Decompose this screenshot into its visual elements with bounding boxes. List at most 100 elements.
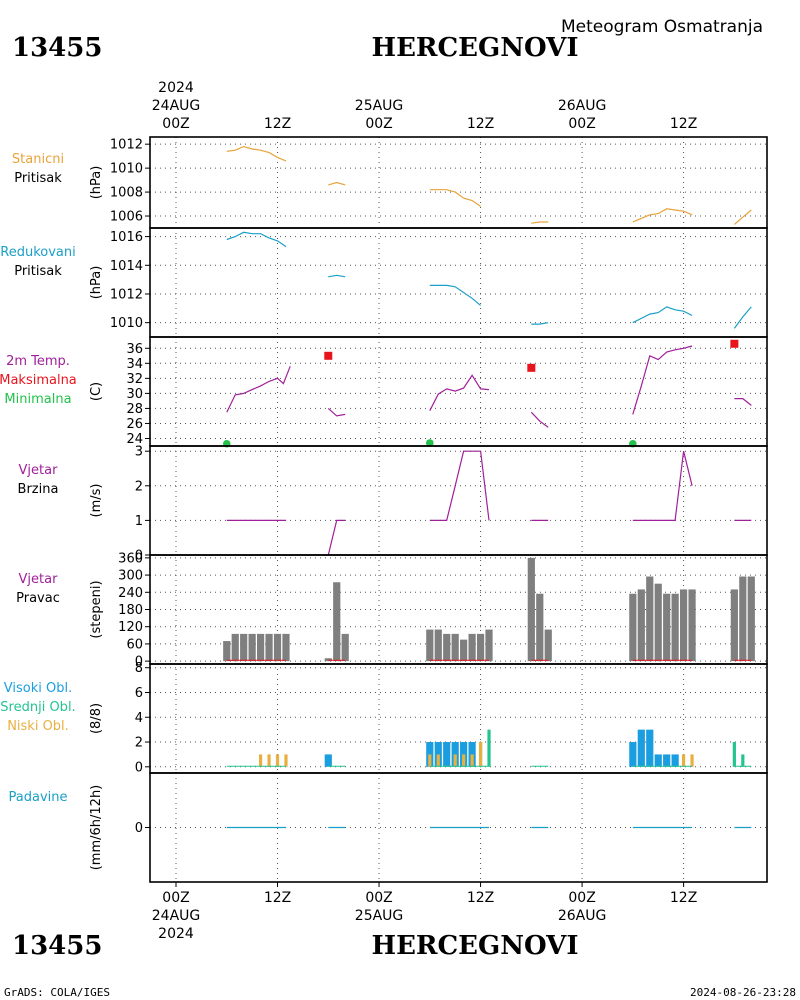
axis-time-top-4: 12Z (467, 116, 494, 132)
panel-oblaci-high-bar (646, 729, 654, 767)
panel-stanicni-series-segment (632, 208, 693, 223)
panel-vjetar_pravac-bar (434, 629, 442, 662)
station-id-top: 13455 (12, 33, 102, 63)
panel-vjetar_pravac-ytick-label: 240 (118, 586, 143, 601)
axis-year-bottom: 2024 (158, 926, 194, 942)
panel-vjetar_pravac-bar (273, 633, 282, 662)
panel-vjetar_pravac-bar (333, 582, 341, 662)
axis-time-top-1: 00Z (365, 116, 392, 132)
panel-temperatura-max-marker (527, 363, 536, 372)
panel-oblaci-ytick-label: 6 (135, 686, 143, 701)
panel-vjetar_brzina-ylabel: (m/s) (89, 484, 104, 518)
panel-vjetar_brzina-ytick-label: 2 (135, 479, 143, 494)
panel-redukovani-ytick-label: 1010 (110, 316, 143, 331)
panel-redukovani-series-segment (632, 306, 693, 324)
panel-redukovani-ytick-label: 1014 (110, 259, 143, 274)
panel-temperatura-frame (149, 336, 768, 447)
panel-temperatura-min-marker (426, 439, 434, 447)
panel-vjetar_pravac-bar (637, 589, 645, 662)
panel-oblaci-low-bar (259, 754, 263, 767)
credit-text: GrADS: COLA/IGES (4, 986, 110, 999)
panel-redukovani-series-segment (226, 231, 287, 248)
panel-vjetar_pravac-bar (426, 629, 434, 662)
panel-oblaci-label-0: Visoki Obl. (4, 681, 72, 696)
panel-temperatura-series-segment (327, 407, 346, 417)
panel-oblaci-low-bar (428, 754, 432, 767)
panel-temperatura-max-marker (324, 351, 333, 360)
panel-padavine-label-0: Padavine (9, 790, 68, 805)
panel-vjetar_pravac-bar (443, 633, 451, 662)
panel-vjetar_brzina-series-segment (632, 451, 693, 522)
panel-oblaci-ytick-label: 2 (135, 736, 143, 751)
axis-time-top-5: 12Z (670, 116, 697, 132)
panel-oblaci-low-bar (267, 754, 271, 767)
panel-vjetar_pravac-bar (223, 641, 231, 662)
panel-oblaci-high-bar (443, 742, 451, 767)
panel-vjetar_pravac-ytick-label: 300 (118, 569, 143, 584)
panel-temperatura-ylabel: (C) (89, 382, 104, 401)
panel-vjetar_brzina-ytick-label: 3 (135, 445, 143, 460)
panel-temperatura-label-1: Maksimalna (0, 373, 77, 388)
panel-oblaci-ytick-label: 4 (135, 711, 143, 726)
axis-date-top-0: 24AUG (152, 98, 201, 114)
panel-oblaci-ytick-label: 0 (135, 760, 143, 775)
panel-oblaci-low-bar (284, 754, 288, 767)
panel-redukovani-label-0: Redukovani (0, 245, 75, 260)
panel-vjetar_pravac-bar (468, 633, 476, 662)
panel-vjetar_brzina-label-0: Vjetar (19, 463, 59, 478)
panel-stanicni-series-segment (226, 145, 287, 162)
panel-oblaci-low-bar (470, 754, 474, 767)
panel-vjetar_pravac-bar (646, 576, 654, 662)
panel-vjetar_pravac-label-1: Pravac (16, 591, 60, 606)
panel-temperatura-label-2: Minimalna (4, 392, 71, 407)
panel-stanicni-series-segment (429, 189, 481, 207)
panel-oblaci-low-bar (690, 754, 694, 767)
panel-vjetar_pravac-ytick-label: 0 (135, 655, 143, 670)
panel-vjetar_pravac-bar (654, 583, 662, 662)
panel-redukovani-frame (149, 227, 768, 338)
panel-stanicni-label-1: Pritisak (14, 171, 62, 186)
axis-time-bottom-4: 12Z (467, 890, 494, 906)
panel-redukovani-series-segment (733, 306, 752, 329)
panel-temperatura-max-marker (730, 339, 739, 348)
panel-oblaci-low-bar (436, 754, 440, 767)
panel-vjetar_pravac-ytick-label: 60 (126, 637, 143, 652)
panel-oblaci-mid-bar (732, 742, 736, 767)
panel-redukovani-ytick-label: 1016 (110, 230, 143, 245)
panel-oblaci-low-bar (462, 754, 466, 767)
product-title: Meteogram Osmatranja (561, 17, 763, 37)
panel-temperatura-series-segment (226, 366, 291, 413)
panel-stanicni-ylabel: (hPa) (89, 166, 104, 200)
panel-redukovani-series-segment (429, 284, 481, 306)
panel-vjetar_pravac-bar (747, 576, 755, 662)
panel-redukovani-ytick-label: 1012 (110, 287, 143, 302)
axis-time-top-3: 12Z (264, 116, 291, 132)
panel-padavine-ylabel: (mm/6h/12h) (89, 785, 104, 871)
panel-vjetar_pravac-bar (671, 593, 679, 662)
panel-oblaci-ylabel: (8/8) (89, 703, 104, 734)
panel-temperatura-ytick-label: 26 (126, 417, 143, 432)
panel-oblaci-high-bar (654, 754, 662, 767)
panel-redukovani-label-1: Pritisak (14, 264, 62, 279)
panel-stanicni-ytick-label: 1012 (110, 138, 143, 153)
axis-time-bottom-2: 00Z (568, 890, 595, 906)
panel-vjetar_pravac-bar (688, 589, 696, 662)
timestamp-text: 2024-08-26-23:28 (690, 986, 796, 999)
panel-vjetar_pravac-bar (476, 633, 485, 662)
panel-vjetar_pravac-bar (663, 593, 671, 662)
axis-date-bottom-2: 26AUG (558, 908, 607, 924)
panel-oblaci-high-bar (671, 754, 679, 767)
axis-time-top-0: 00Z (162, 116, 189, 132)
panel-vjetar_pravac-bar (341, 633, 349, 662)
axis-time-top-2: 00Z (568, 116, 595, 132)
panel-oblaci-high-bar (324, 754, 332, 767)
panel-vjetar_pravac-ylabel: (stepeni) (89, 580, 104, 638)
panel-redukovani-series-segment (531, 322, 549, 325)
panel-vjetar_pravac-bar (730, 589, 738, 662)
panel-oblaci-label-2: Niski Obl. (7, 719, 69, 734)
panel-temperatura-label-0: 2m Temp. (6, 354, 70, 369)
panel-vjetar_brzina-ytick-label: 1 (135, 514, 143, 529)
